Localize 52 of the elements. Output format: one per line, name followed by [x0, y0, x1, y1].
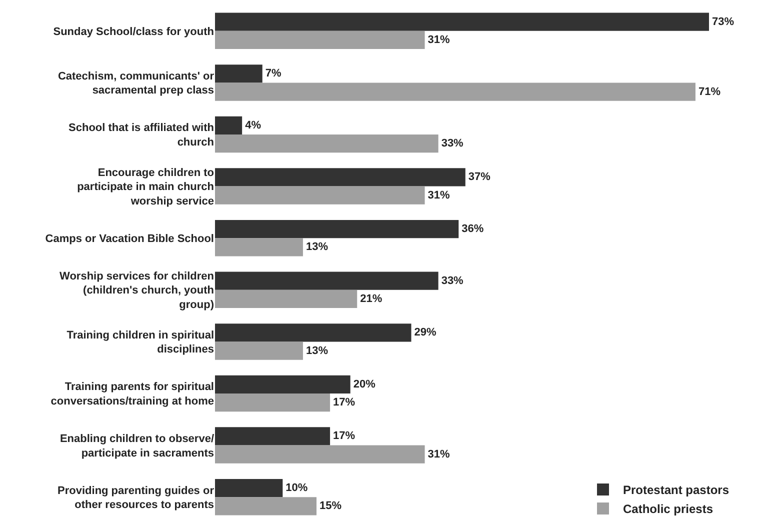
bar — [215, 290, 358, 308]
data-label: 31% — [428, 189, 450, 202]
y-tick-label: Training parents for spiritual conversations/training at home — [50, 381, 214, 408]
bar — [215, 375, 350, 394]
data-label: 31% — [428, 448, 450, 460]
data-label: 20% — [353, 378, 376, 390]
data-label: 29% — [414, 326, 436, 339]
data-label: 71% — [698, 86, 721, 98]
bar — [215, 64, 262, 83]
bar — [215, 220, 459, 238]
legend-label: Protestant pastors — [623, 483, 730, 498]
bar — [215, 168, 466, 186]
y-tick-label: Catechism, communicants' or sacramental prep class — [58, 70, 215, 97]
y-tick-label: Sunday School/class for youth — [53, 26, 214, 38]
bar — [215, 116, 242, 134]
bar — [215, 478, 283, 498]
bar — [215, 238, 303, 256]
bar — [215, 12, 709, 31]
data-label: 36% — [462, 223, 484, 236]
bar — [215, 394, 330, 412]
data-label: 33% — [441, 138, 464, 150]
bar — [215, 134, 438, 153]
bar — [215, 445, 425, 464]
bar — [215, 497, 317, 516]
data-label: 7% — [265, 68, 282, 80]
bar — [215, 342, 303, 360]
y-tick-label: School that is affiliated with church — [68, 122, 214, 148]
data-label: 15% — [320, 500, 342, 512]
data-label: 13% — [306, 344, 328, 357]
data-label: 17% — [333, 430, 356, 442]
data-label: 10% — [286, 482, 308, 494]
y-tick-label: Enabling children to observe/ participate in sacraments — [60, 433, 214, 460]
bar — [215, 272, 438, 290]
data-label: 31% — [428, 34, 450, 46]
y-tick-label: Worship services for children (children's church, youth group) — [60, 270, 214, 312]
data-label: 73% — [712, 16, 734, 28]
data-label: 13% — [306, 241, 328, 254]
bar — [215, 186, 425, 204]
bar — [215, 427, 330, 446]
data-label: 21% — [360, 292, 382, 305]
bar — [215, 82, 696, 101]
bar — [215, 30, 425, 50]
legend-label: Catholic priests — [623, 502, 714, 516]
y-tick-label: Providing parenting guides or other resources to parents — [58, 484, 215, 512]
data-label: 4% — [245, 119, 262, 132]
y-tick-label: Camps or Vacation Bible School — [45, 232, 214, 245]
y-tick-label: Encourage children to participate in main church worship service — [77, 166, 214, 208]
data-label: 37% — [468, 171, 491, 184]
data-label: 33% — [441, 274, 464, 287]
data-label: 17% — [333, 396, 356, 409]
bar — [215, 324, 412, 342]
y-tick-label: Training children in spiritual disciplines — [66, 329, 214, 356]
